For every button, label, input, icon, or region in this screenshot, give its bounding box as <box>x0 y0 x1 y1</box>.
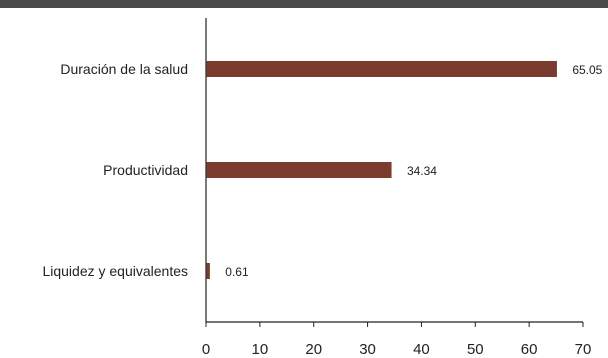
x-tick-label-5: 50 <box>467 341 484 358</box>
category-label-2: Liquidez y equivalentes <box>42 263 188 279</box>
data-label-2: 0.61 <box>225 265 249 279</box>
bar-1 <box>206 162 392 178</box>
x-tick-label-3: 30 <box>359 341 376 358</box>
data-label-1: 34.34 <box>407 164 437 178</box>
x-tick-label-2: 20 <box>305 341 322 358</box>
labels-layer: Duración de la salud 65.05 Productividad 34… <box>42 61 602 279</box>
bars-layer <box>206 61 557 279</box>
x-tick-label-1: 10 <box>252 341 269 358</box>
x-ticks-layer: 0 10 20 30 40 50 60 70 <box>202 322 592 358</box>
bar-0 <box>206 61 557 77</box>
x-tick-label-4: 40 <box>413 341 430 358</box>
bar-2 <box>206 263 210 279</box>
data-label-0: 65.05 <box>572 63 602 77</box>
x-tick-label-6: 60 <box>521 341 538 358</box>
x-tick-label-7: 70 <box>575 341 592 358</box>
x-tick-label-0: 0 <box>202 341 210 358</box>
category-label-1: Productividad <box>103 162 188 178</box>
header-band <box>0 0 608 8</box>
category-label-0: Duración de la salud <box>60 61 188 77</box>
axis-layer <box>205 18 583 323</box>
